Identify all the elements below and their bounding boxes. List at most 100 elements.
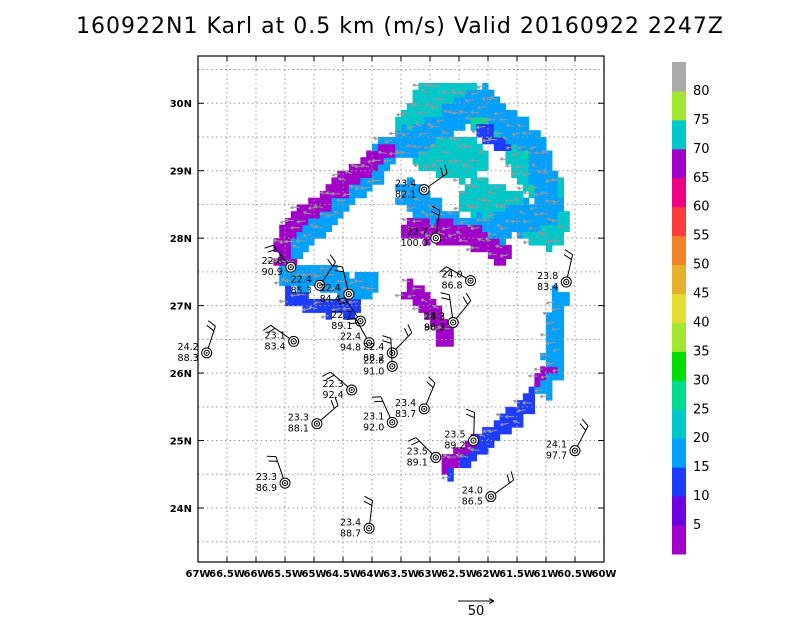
wind-speed-cell [471,238,477,245]
wind-speed-cell [546,151,552,158]
wind-speed-cell [563,292,569,299]
station-temperature: 23.5 [407,446,428,457]
wind-speed-cell [465,198,471,205]
wind-speed-cell [471,83,477,90]
station-temperature: 22.4 [363,342,384,353]
wind-speed-cell [471,177,477,184]
wind-speed-cell [389,144,395,151]
wind-speed-cell [343,177,349,184]
wind-speed-cell [430,157,436,164]
wind-barb-feather [208,321,215,327]
wind-speed-cell [476,245,482,252]
station-humidity: 92.4 [323,390,344,401]
wind-speed-cell [430,198,436,205]
station-temperature: 24.1 [546,440,567,451]
wind-barb-feather [580,424,586,431]
wind-speed-cell [413,90,419,97]
station-humidity: 88.7 [340,528,361,539]
station-marker-dot [470,280,472,282]
wind-speed-cell [476,144,482,151]
wind-speed-cell [476,191,482,198]
wind-speed-cell [523,393,529,400]
wind-speed-cell [372,272,378,279]
wind-speed-cell [500,184,506,191]
station-humidity: 88.1 [288,424,309,435]
wind-speed-cell [360,177,366,184]
wind-speed-cell [355,164,361,171]
dropsonde-station: 23.488.7 [340,496,374,539]
wind-speed-cell [331,204,337,211]
station-humidity: 92.0 [363,422,384,433]
colorbar-label: 65 [693,171,710,186]
dropsonde-station: 23.483.7 [395,377,435,420]
wind-speed-cell [343,204,349,211]
wind-speed-cell [505,151,511,158]
station-humidity: 94.8 [340,343,361,354]
station-marker-dot [423,408,425,410]
wind-speed-cell [447,117,453,124]
wind-speed-cell [459,124,465,131]
wind-speed-cell [471,144,477,151]
wind-speed-cell [476,231,482,238]
station-humidity: 83.4 [537,282,558,293]
dropsonde-station: 24.288.3 [178,321,216,364]
wind-speed-cell [505,110,511,117]
wind-speed-cell [360,191,366,198]
wind-speed-cell [349,171,355,178]
x-tick-label: 61W [534,569,559,580]
wind-speed-cell [523,211,529,218]
wind-barb-feather [365,496,373,500]
reference-vector-label: 50 [468,604,485,618]
colorbar-label: 10 [693,489,710,504]
wind-speed-cell [413,110,419,117]
wind-speed-cell [546,211,552,218]
wind-speed-cell [523,137,529,144]
wind-speed-cell [471,110,477,117]
wind-speed-cell [447,164,453,171]
wind-speed-cell [500,245,506,252]
wind-speed-cell [476,130,482,137]
station-temperature: 24.2 [424,311,445,322]
colorbar-swatch [672,525,686,554]
wind-speed-cell [297,231,303,238]
wind-speed-cell [331,184,337,191]
wind-speed-cell [558,312,564,319]
wind-barb-feather [441,293,450,295]
dropsonde-station: 22.392.4 [322,372,356,401]
wind-speed-cell [291,211,297,218]
wind-barb-feather [463,297,468,305]
wind-speed-cell [558,353,564,360]
station-marker-dot [316,423,318,425]
wind-speed-cell [442,103,448,110]
station-temperature: 23.1 [265,330,286,341]
wind-speed-cell [488,110,494,117]
wind-speed-cell [291,299,297,306]
wind-speed-cell [273,238,279,245]
x-tick-label: 63.5W [383,569,419,580]
station-temperature: 22.4 [340,332,361,343]
wind-speed-cell [418,124,424,131]
colorbar-label: 5 [693,518,701,533]
wind-speed-cell [314,265,320,272]
wind-speed-cell [430,299,436,306]
wind-speed-cell [418,117,424,124]
station-marker-dot [435,237,437,239]
station-temperature: 23.5 [444,430,465,441]
station-marker-dot [473,440,475,442]
wind-speed-cell [407,144,413,151]
wind-speed-cell [500,427,506,434]
colorbar-swatch [672,351,686,380]
station-temperature: 24.0 [441,270,462,281]
wind-speed-cell [505,231,511,238]
station-marker-dot [452,322,454,324]
wind-speed-cell [500,130,506,137]
wind-speed-cell [529,393,535,400]
wind-speed-cell [320,218,326,225]
wind-speed-cell [476,204,482,211]
wind-speed-cell [436,110,442,117]
wind-speed-cell [355,299,361,306]
wind-speed-cell [563,211,569,218]
wind-speed-cell [436,90,442,97]
wind-speed-cell [546,225,552,232]
wind-speed-cell [326,198,332,205]
